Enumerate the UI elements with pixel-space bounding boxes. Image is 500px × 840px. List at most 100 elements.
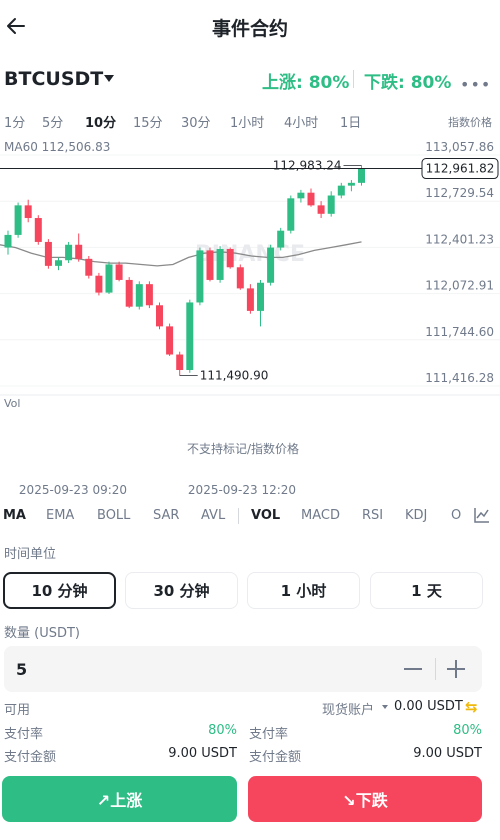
tab-1m[interactable]: 1分 [4,116,26,131]
duration-1d-button[interactable]: 1 天 [370,572,483,609]
minus-icon[interactable] [404,668,422,670]
pay-amount-value: 9.00 USDT [413,746,482,761]
candle-body [85,258,93,276]
down-rate: 下跌: 80% [364,73,452,93]
up-rate: 上涨: 80% [262,73,350,93]
candle-body [246,288,254,311]
pay-amount-label: 支付金额 [249,750,302,765]
candle-body [55,260,62,266]
more-icon[interactable]: ••• [460,75,492,94]
candle-body [135,284,143,307]
candle-body [156,305,163,327]
candle-body [44,241,52,266]
candle-body [34,218,42,242]
candle-body [24,205,32,219]
candle-body [287,198,295,231]
divider [353,70,354,88]
indicator-ma[interactable]: MA [3,508,26,523]
tab-1h[interactable]: 1小时 [230,116,265,131]
page-title: 事件合约 [211,18,288,40]
pay-amount-value: 9.00 USDT [168,746,237,761]
duration-10m-button[interactable]: 10 分钟 [3,572,116,609]
volume-label: Vol [4,397,20,410]
indicator-ema[interactable]: EMA [46,508,75,523]
candle-body [277,230,285,248]
transfer-icon[interactable]: ⇆ [465,698,478,716]
chart-settings-icon[interactable] [472,505,492,525]
pay-rate-value: 80% [208,723,237,738]
candle-body [257,282,264,311]
indicator-divider [238,508,239,524]
index-price-toggle[interactable]: 指数价格 [448,116,492,129]
tab-10m[interactable]: 10分 [85,116,117,131]
candle-body [337,185,345,196]
tab-5m[interactable]: 5分 [42,116,64,131]
price-axis-label: 111,416.28 [425,371,494,385]
ma60-label: MA60 112,506.83 [4,140,110,154]
indicator-avl[interactable]: AVL [201,508,226,523]
candle-body [226,248,234,268]
candle-body [115,264,123,280]
indicator-boll[interactable]: BOLL [97,508,131,523]
account-selector[interactable]: 现货账户 [322,703,375,718]
price-axis-label: 111,744.60 [425,325,494,339]
candle-body [327,195,335,214]
caret-down-icon[interactable] [104,75,114,82]
back-arrow-icon[interactable] [4,14,28,38]
candle-body [267,247,275,283]
price-chart[interactable]: MA60 112,506.83 BINANCE 112,961.82 113,0… [0,133,500,503]
candle-body [95,275,103,293]
available-balance: 0.00 USDT [394,699,463,714]
current-price-box [421,158,499,180]
quantity-label: 数量 (USDT) [4,626,80,641]
indicator-sar[interactable]: SAR [153,508,180,523]
symbol-selector[interactable]: BTCUSDT [4,68,104,90]
price-axis-label: 112,401.23 [425,232,494,246]
quantity-value[interactable]: 5 [16,660,28,679]
pay-rate-label: 支付率 [249,727,289,742]
quantity-field[interactable] [4,646,482,692]
unsupported-notice: 不支持标记/指数价格 [187,441,299,456]
time-unit-label: 时间单位 [4,547,57,562]
low-price-label: 111,490.90 [200,369,269,383]
candle-body [145,284,153,306]
candle-body [196,250,204,303]
pay-amount-label: 支付金额 [4,750,57,765]
tab-1d[interactable]: 1日 [340,116,362,131]
duration-1h-button[interactable]: 1 小时 [247,572,360,609]
price-axis-label: 113,057.86 [425,140,494,154]
candles [4,165,365,376]
candle-body [317,205,325,214]
indicator-rsi[interactable]: RSI [362,508,384,523]
indicator-macd[interactable]: MACD [301,508,340,523]
account-caret-icon[interactable] [382,705,388,709]
candle-body [186,302,194,370]
candle-body [166,326,174,355]
tab-30m[interactable]: 30分 [181,116,211,131]
candle-body [105,264,113,293]
price-axis-label: 112,072.91 [425,279,494,293]
candle-body [297,192,305,199]
current-price-value: 112,961.82 [426,162,495,176]
candle-body [125,279,133,307]
stepper-divider [435,658,436,680]
ma60-line [0,241,362,267]
candle-body [347,182,355,186]
time-axis-label: 2025-09-23 12:20 [188,483,296,497]
indicator-vol[interactable]: VOL [251,508,281,523]
sell-down-button[interactable]: ↘下跌 [248,776,482,822]
high-price-label: 112,983.24 [273,159,342,173]
tab-4h[interactable]: 4小时 [284,116,319,131]
plus-icon-vertical[interactable] [455,660,457,678]
pay-rate-label: 支付率 [4,727,44,742]
tab-15m[interactable]: 15分 [133,116,163,131]
candle-body [65,244,73,261]
candle-body [176,354,184,370]
indicator-more[interactable]: O [451,508,462,523]
duration-30m-button[interactable]: 30 分钟 [125,572,238,609]
candle-body [14,205,22,235]
price-axis-label: 112,729.54 [425,186,494,200]
buy-up-button[interactable]: ↗上涨 [2,776,237,822]
candle-body [4,234,12,248]
indicator-kdj[interactable]: KDJ [405,508,428,523]
